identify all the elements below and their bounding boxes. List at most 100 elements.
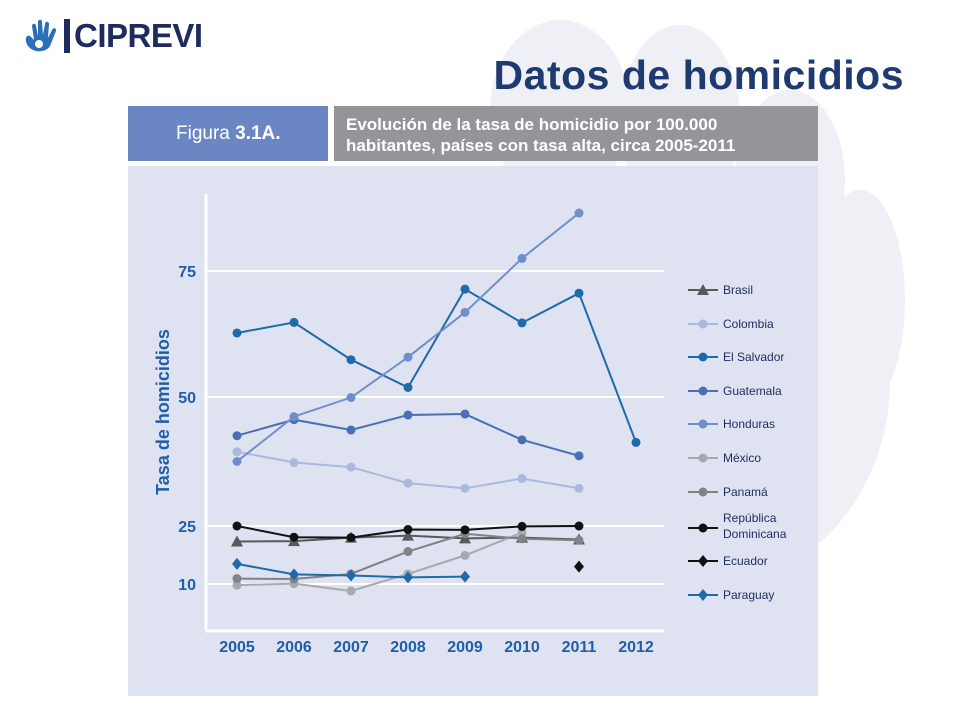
chart-panel: 10 25 50 75 2005 2006 2007 2008 2009 2010 2011 2012… [128,166,818,696]
x-tick-label: 2012 [618,639,654,656]
data-point [232,457,242,466]
data-point [460,284,470,294]
data-point [460,570,470,583]
data-point [403,571,413,584]
data-point [574,451,584,461]
legend-label: República [723,511,777,525]
data-point [232,328,242,338]
data-point [574,208,584,218]
slide-title: Datos de homicidios [493,52,904,98]
data-point [517,318,527,328]
figure-caption: Evolución de la tasa de homicidio por 10… [346,114,814,156]
y-tick-label: 10 [178,577,196,594]
data-point [232,431,242,441]
legend-marker [698,523,708,533]
legend-marker [698,453,708,463]
legend-label: Guatemala [723,384,782,398]
data-point [346,355,356,365]
data-point [631,437,641,447]
data-point [460,525,470,535]
data-point [289,458,299,468]
data-point [460,483,470,493]
y-tick-label: 75 [178,264,196,281]
data-point [517,435,527,445]
data-point [402,529,414,541]
data-point [289,412,299,422]
data-point [346,425,356,435]
figure-caption-box: Evolución de la tasa de homicidio por 10… [334,106,818,161]
data-point [346,533,356,543]
legend-label: Honduras [723,417,775,431]
data-point [460,550,470,560]
x-tick-label: 2008 [390,639,426,656]
x-tick-label: 2005 [219,639,255,656]
hand-logo-icon [25,19,57,52]
data-point [517,528,527,538]
data-point [403,382,413,392]
figure-label-number: 3.1A. [235,123,281,144]
data-point [232,447,242,457]
data-point [346,569,356,582]
data-point [346,393,356,403]
legend-label: Colombia [723,317,774,331]
legend-marker [698,555,708,567]
x-tick-label: 2009 [447,639,483,656]
data-point [289,317,299,327]
legend-label: El Salvador [723,350,784,364]
x-tick-label: 2011 [562,639,597,656]
legend-marker [698,589,708,601]
legend-marker [698,352,708,362]
legend-label: Ecuador [723,554,768,568]
data-point [403,478,413,488]
data-point [574,288,584,298]
legend-label: Paraguay [723,588,774,602]
data-point [403,352,413,362]
figure-label: Figura 3.1A. [176,123,281,145]
data-point [460,409,470,419]
y-axis-title: Tasa de homicidios [153,329,173,495]
data-point [231,535,243,547]
data-point [232,557,242,570]
homicide-line-chart: 10 25 50 75 2005 2006 2007 2008 2009 2010 2011 2012… [153,194,787,656]
data-point [403,547,413,557]
figure-label-prefix: Figura [176,123,236,144]
x-tick-label: 2007 [333,639,369,656]
data-point [517,534,527,544]
figure-caption-line2: habitantes, países con tasa alta, circa … [346,136,736,155]
logo-bar [64,19,70,53]
data-point [517,474,527,484]
data-point [403,524,413,534]
data-point [517,253,527,263]
legend-label: México [723,451,761,465]
x-tick-label: 2010 [504,639,540,656]
legend-marker [698,319,708,329]
data-point [517,521,527,531]
data-point [460,307,470,317]
legend-marker [698,487,708,497]
legend-marker [697,284,709,295]
figure-caption-line1: Evolución de la tasa de homicidio por 10… [346,115,718,134]
y-tick-label: 25 [178,519,196,536]
x-tick-label: 2006 [276,639,312,656]
ciprevi-logo: CIPREVI [10,4,214,68]
series-line-5 [236,531,523,592]
data-point [574,483,584,493]
series-line-2 [236,287,637,443]
series-line-4 [236,212,580,463]
data-point [346,462,356,472]
data-point [403,410,413,420]
legend-label: Brasil [723,283,753,297]
legend-label: Panamá [723,485,768,499]
data-point [574,521,584,531]
data-point [574,535,584,545]
data-point [574,560,584,573]
logo-text: CIPREVI [74,17,203,54]
data-point [232,574,242,584]
y-tick-label: 50 [178,390,196,407]
legend-marker [698,419,708,429]
legend-label: Dominicana [723,527,787,541]
data-point [346,586,356,596]
data-point [232,521,242,531]
legend-marker [698,386,708,396]
data-point [289,568,299,581]
